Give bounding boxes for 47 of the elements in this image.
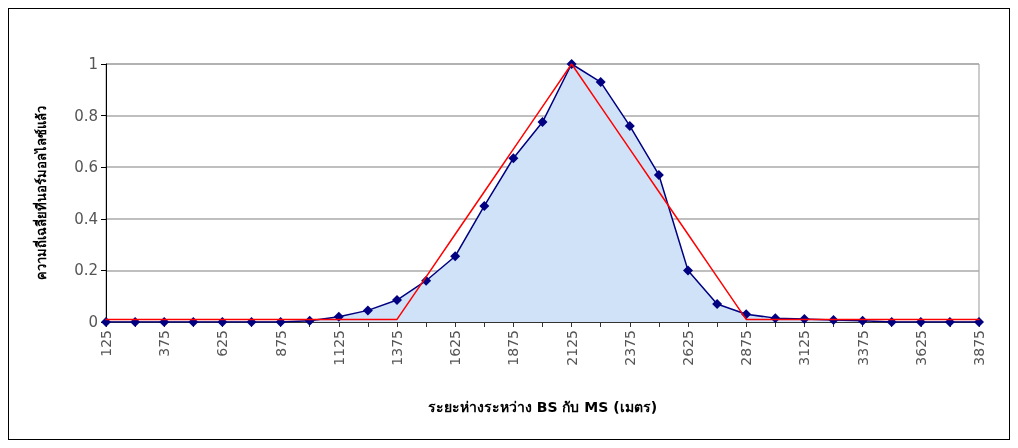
- point: [915, 317, 926, 327]
- point: [159, 317, 170, 327]
- x-tick-label: 2875: [738, 330, 755, 366]
- x-tick-label: 1125: [330, 330, 347, 366]
- y-tick-label: 0.4: [74, 209, 98, 228]
- point: [595, 77, 606, 88]
- x-tick-label: 125: [98, 330, 114, 357]
- x-tick-label: 2125: [563, 330, 580, 366]
- point: [275, 317, 286, 327]
- x-tick-label: 3375: [854, 330, 871, 366]
- x-tick-label: 1375: [389, 330, 405, 366]
- point: [624, 120, 635, 131]
- x-tick-label: 1875: [505, 330, 522, 366]
- x-tick-label: 875: [272, 330, 289, 357]
- x-tick-label: 2375: [621, 330, 638, 366]
- x-tick-label: 3125: [796, 330, 813, 366]
- point: [886, 317, 897, 327]
- y-tick-label: 0: [88, 313, 98, 331]
- point: [944, 317, 955, 327]
- point: [508, 153, 519, 164]
- y-tick-label: 0.2: [74, 261, 98, 280]
- y-tick-label: 0.6: [74, 158, 98, 177]
- point: [712, 298, 723, 309]
- x-tick-label: 375: [156, 330, 173, 357]
- point: [101, 317, 111, 327]
- point: [246, 317, 257, 327]
- point: [130, 317, 141, 327]
- x-tick-label: 3625: [912, 330, 929, 366]
- point: [333, 311, 344, 322]
- point: [974, 317, 984, 327]
- point: [362, 305, 373, 316]
- x-tick-label: 625: [214, 330, 231, 357]
- x-tick-label: 3875: [971, 330, 987, 366]
- x-tick-label: 1625: [447, 330, 464, 366]
- x-tick-label: 2625: [680, 330, 696, 366]
- point: [537, 117, 548, 128]
- y-tick-label: 1: [88, 55, 98, 73]
- point: [392, 295, 402, 306]
- point: [653, 169, 664, 180]
- x-axis-title: ระยะห่างระหว่าง BS กับ MS (เมตร): [427, 399, 658, 415]
- point: [479, 200, 490, 211]
- point: [188, 317, 199, 327]
- point: [450, 251, 461, 262]
- y-axis-title: ความถี่เฉลี่ยที่นอร์มอลไลซ์แล้ว: [32, 106, 49, 280]
- point: [683, 265, 693, 276]
- y-tick-label: 0.8: [74, 106, 98, 125]
- point: [217, 317, 228, 327]
